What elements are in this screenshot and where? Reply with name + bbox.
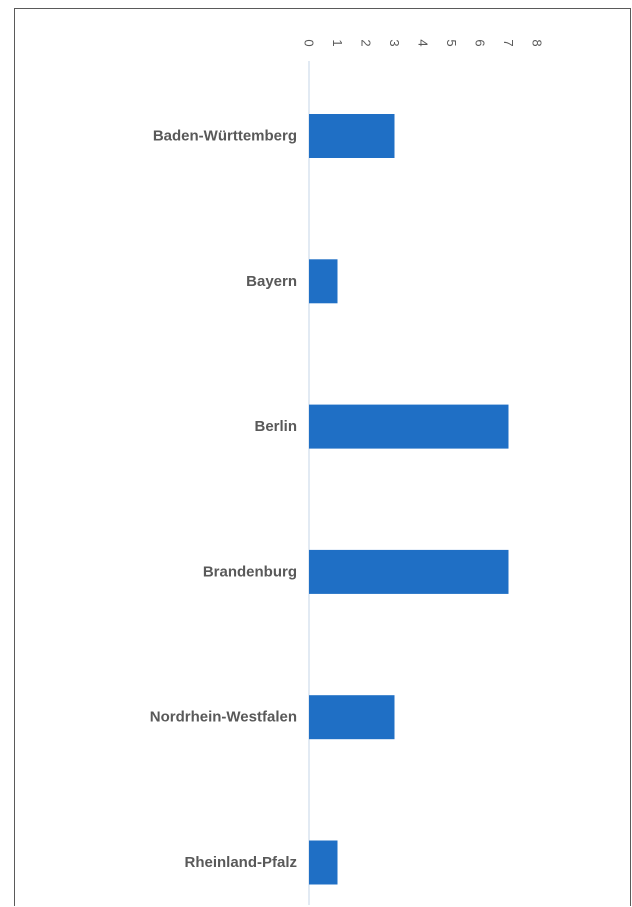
x-tick-labels: 0 1 2 3 4 5 6 7 8 [302,39,545,46]
bar [309,259,338,304]
category-label: Brandenburg [203,563,297,580]
category-label: Nordrhein-Westfalen [150,709,297,726]
category-label: Baden-Württemberg [153,128,297,145]
bars [309,114,509,885]
bar [309,549,509,594]
category-label: Berlin [254,418,297,435]
category-label: Bayern [246,273,297,290]
category-labels: Baden-Württemberg Bayern Berlin Brandenburg… [150,128,297,872]
x-tick-label: 3 [387,39,402,46]
x-tick-label: 5 [444,39,459,46]
category-label: Rheinland-Pfalz [184,854,297,871]
bar [309,404,509,449]
x-tick-label: 1 [330,39,345,46]
bar [309,695,395,740]
x-tick-label: 4 [416,39,431,46]
x-tick-label: 6 [473,39,488,46]
x-tick-label: 7 [501,39,516,46]
x-tick-label: 0 [302,39,317,46]
bar [309,840,338,885]
bar [309,114,395,158]
x-tick-label: 2 [359,39,374,46]
x-tick-label: 8 [530,39,545,46]
